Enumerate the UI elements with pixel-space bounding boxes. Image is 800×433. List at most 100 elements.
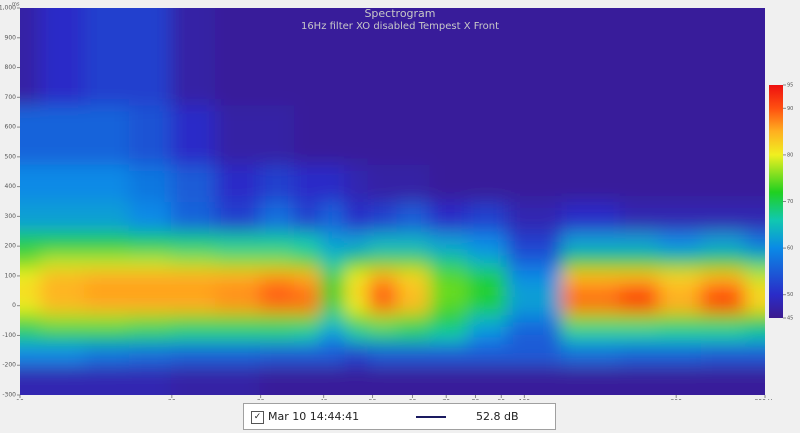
heatmap-cell bbox=[170, 268, 216, 284]
heatmap-cell bbox=[259, 283, 295, 299]
heatmap-cell bbox=[344, 328, 369, 344]
heatmap-cell bbox=[467, 8, 508, 106]
x-tick-label: 80 bbox=[472, 399, 480, 401]
heatmap-cell bbox=[320, 298, 345, 314]
heatmap-cell bbox=[294, 164, 321, 202]
heatmap-cell bbox=[320, 164, 345, 202]
heatmap-cell bbox=[429, 283, 468, 299]
heatmap-cell bbox=[84, 8, 130, 106]
heatmap-cell bbox=[700, 365, 746, 395]
heatmap-cell bbox=[561, 253, 620, 269]
heatmap-cell bbox=[170, 313, 216, 329]
heatmap-cell bbox=[658, 104, 702, 165]
heatmap-cell bbox=[344, 298, 369, 314]
heatmap-cell bbox=[259, 268, 295, 284]
heatmap-cell bbox=[658, 231, 702, 255]
heatmap-cell bbox=[344, 201, 369, 232]
heatmap-cell bbox=[320, 253, 345, 269]
heatmap-cell bbox=[259, 313, 295, 329]
heatmap-cell bbox=[20, 201, 41, 232]
heatmap-cell bbox=[745, 231, 765, 255]
heatmap-cell bbox=[700, 268, 746, 284]
heatmap-cell bbox=[84, 313, 130, 329]
heatmap-cell bbox=[700, 253, 746, 269]
heatmap-cell bbox=[84, 268, 130, 284]
chart-title: Spectrogram bbox=[364, 7, 435, 20]
heatmap-cell bbox=[619, 8, 659, 106]
y-tick-label: 600 bbox=[5, 124, 17, 131]
heatmap-cell bbox=[294, 342, 321, 366]
heatmap-cell bbox=[320, 268, 345, 284]
heatmap-cell bbox=[128, 104, 172, 165]
heatmap-cell bbox=[128, 231, 172, 255]
heatmap-cell bbox=[396, 8, 430, 106]
heatmap-cell bbox=[128, 365, 172, 395]
heatmap-cell bbox=[170, 104, 216, 165]
heatmap-cell bbox=[367, 253, 398, 269]
heatmap-cell bbox=[294, 283, 321, 299]
heatmap-cell bbox=[344, 268, 369, 284]
heatmap-cell bbox=[700, 283, 746, 299]
heatmap-cell bbox=[506, 283, 562, 299]
heatmap-cell bbox=[128, 253, 172, 269]
heatmap-cell bbox=[215, 313, 261, 329]
heatmap-cell bbox=[506, 365, 562, 395]
heatmap-cell bbox=[367, 8, 398, 106]
heatmap-cell bbox=[215, 298, 261, 314]
heatmap-cell bbox=[396, 328, 430, 344]
heatmap-cell bbox=[506, 342, 562, 366]
x-tick-label: 300 Hz bbox=[754, 399, 775, 401]
colorbar-tick-label: 95 bbox=[787, 83, 793, 89]
heatmap-cell bbox=[344, 104, 369, 165]
heatmap-cell bbox=[467, 313, 508, 329]
legend-checkbox[interactable]: ✓ bbox=[251, 411, 264, 424]
heatmap-cell bbox=[561, 231, 620, 255]
heatmap-cell bbox=[20, 298, 41, 314]
heatmap-cell bbox=[658, 8, 702, 106]
heatmap-cell bbox=[39, 253, 85, 269]
heatmap-cell bbox=[20, 253, 41, 269]
heatmap-cell bbox=[619, 268, 659, 284]
heatmap-cell bbox=[367, 104, 398, 165]
heatmap-cell bbox=[561, 313, 620, 329]
x-tick-label: 10 bbox=[16, 399, 24, 401]
y-tick-label: 900 bbox=[5, 34, 17, 41]
x-tick-label: 30 bbox=[257, 399, 265, 401]
heatmap-cell bbox=[259, 201, 295, 232]
heatmap-cell bbox=[20, 231, 41, 255]
heatmap-cell bbox=[429, 164, 468, 202]
heatmap-cell bbox=[619, 201, 659, 232]
heatmap-cell bbox=[745, 283, 765, 299]
heatmap-cell bbox=[745, 328, 765, 344]
x-tick-label: 90 bbox=[497, 399, 505, 401]
heatmap-cell bbox=[20, 164, 41, 202]
heatmap-cell bbox=[619, 342, 659, 366]
y-tick-label: 700 bbox=[5, 94, 17, 101]
heatmap-cell bbox=[506, 104, 562, 165]
heatmap-cell bbox=[561, 328, 620, 344]
heatmap-cell bbox=[619, 365, 659, 395]
heatmap-cell bbox=[506, 328, 562, 344]
heatmap-cell bbox=[506, 8, 562, 106]
heatmap-cell bbox=[561, 201, 620, 232]
heatmap-cell bbox=[84, 283, 130, 299]
heatmap-cell bbox=[700, 231, 746, 255]
heatmap-cell bbox=[215, 104, 261, 165]
heatmap-cell bbox=[39, 8, 85, 106]
heatmap-cell bbox=[294, 328, 321, 344]
heatmap-cell bbox=[20, 8, 41, 106]
heatmap-cell bbox=[294, 365, 321, 395]
heatmap-cell bbox=[429, 104, 468, 165]
heatmap-cell bbox=[259, 231, 295, 255]
heatmap-cell bbox=[396, 268, 430, 284]
colorbar-tick-label: 70 bbox=[787, 199, 793, 205]
heatmap-cell bbox=[561, 283, 620, 299]
heatmap-cell bbox=[170, 231, 216, 255]
heatmap-cell bbox=[429, 365, 468, 395]
heatmap-cell bbox=[658, 268, 702, 284]
heatmap-cell bbox=[320, 201, 345, 232]
heatmap-cell bbox=[429, 201, 468, 232]
heatmap-cell bbox=[506, 313, 562, 329]
heatmap-cell bbox=[259, 164, 295, 202]
heatmap-cell bbox=[215, 268, 261, 284]
